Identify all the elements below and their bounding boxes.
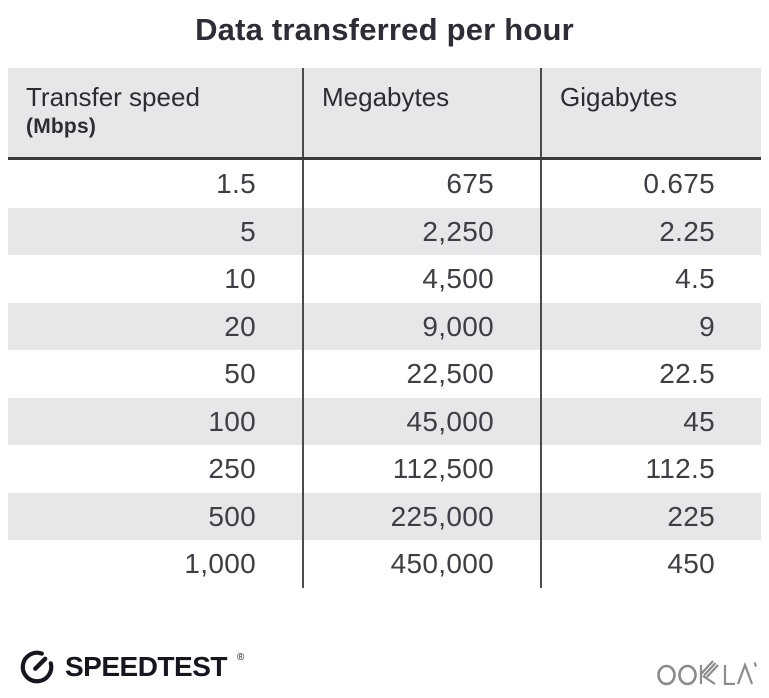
table-row: 50 22,500 22.5 (8, 350, 761, 398)
table-cell: 2.25 (540, 207, 761, 255)
table-row: 10 4,500 4.5 (8, 255, 761, 303)
table-row: 500 225,000 225 (8, 492, 761, 540)
header-transfer-speed-label: Transfer speed (26, 82, 200, 112)
header-megabytes: Megabytes (302, 68, 540, 157)
table-cell: 225,000 (302, 492, 540, 540)
speedtest-wordmark: SPEEDTEST (65, 651, 227, 682)
table-cell: 1.5 (216, 168, 256, 199)
ookla-logo (657, 658, 758, 693)
table-cell: 100 (208, 405, 256, 437)
header-gigabytes: Gigabytes (540, 68, 761, 157)
table-cell: 45,000 (302, 397, 540, 445)
ookla-wordmark-icon (657, 660, 758, 686)
speedtest-gauge-icon (20, 650, 54, 684)
table-cell: 225 (540, 492, 761, 540)
table-cell: 675 (302, 160, 540, 208)
table-cell: 2,250 (302, 207, 540, 255)
table-cell: 112.5 (540, 445, 761, 493)
table-cell: 4.5 (540, 255, 761, 303)
table-cell: 9 (540, 302, 761, 350)
table-header: Transfer speed (Mbps) Megabytes Gigabyte… (8, 68, 761, 160)
table-row: 1.5 675 0.675 (8, 160, 761, 208)
table-row: 250 112,500 112.5 (8, 445, 761, 493)
table-cell: 22,500 (302, 350, 540, 398)
table-cell: 250 (208, 453, 256, 484)
registered-mark-icon: ® (236, 652, 245, 663)
table-cell: 5 (240, 215, 256, 247)
table-cell: 112,500 (302, 445, 540, 493)
table-body: 1.5 675 0.675 5 2,250 2.25 10 4,500 4.5 20 9,000 9 5… (8, 160, 761, 588)
header-mbps-unit: (Mbps) (26, 114, 97, 138)
speedtest-logo: SPEEDTEST ® (18, 648, 244, 686)
table-cell: 500 (208, 500, 256, 532)
table-row: 20 9,000 9 (8, 302, 761, 350)
header-transfer-speed: Transfer speed (Mbps) (8, 68, 302, 157)
table-cell: 10 (224, 263, 256, 294)
data-table: Transfer speed (Mbps) Megabytes Gigabyte… (8, 68, 761, 588)
table-cell: 0.675 (540, 160, 761, 208)
table-cell: 4,500 (302, 255, 540, 303)
table-cell: 9,000 (302, 302, 540, 350)
table-cell: 22.5 (540, 350, 761, 398)
table-cell: 450 (540, 540, 761, 588)
table-row: 5 2,250 2.25 (8, 207, 761, 255)
table-cell: 1,000 (184, 548, 256, 579)
table-row: 1,000 450,000 450 (8, 540, 761, 588)
table-cell: 450,000 (302, 540, 540, 588)
table-cell: 20 (224, 310, 256, 342)
table-cell: 45 (540, 397, 761, 445)
table-row: 100 45,000 45 (8, 397, 761, 445)
page-title: Data transferred per hour (195, 12, 574, 47)
table-cell: 50 (224, 358, 256, 389)
